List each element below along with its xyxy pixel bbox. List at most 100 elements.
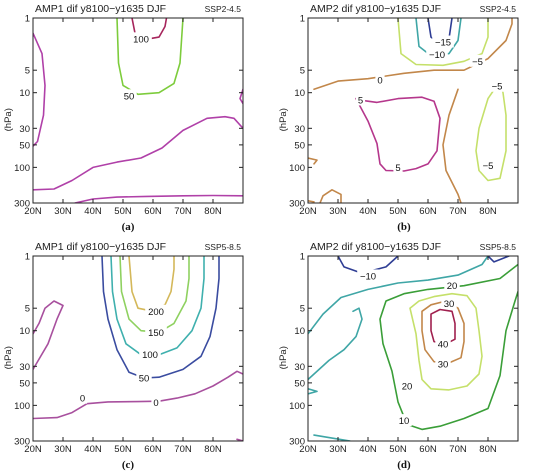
- contour-label: −15: [435, 38, 451, 49]
- y-tick-label: 100: [289, 401, 305, 412]
- y-tick-label: 300: [289, 437, 305, 448]
- contour-label: 100: [142, 350, 158, 361]
- x-tick-label: 80N: [479, 206, 497, 217]
- contour-line-0: [308, 157, 318, 165]
- contour-line-40: [430, 308, 456, 345]
- contour-label: −10: [360, 271, 376, 282]
- y-tick-label: 300: [289, 199, 305, 210]
- contour-label: 150: [148, 328, 164, 339]
- contour-label: 5: [358, 95, 363, 106]
- contour-label: 100: [133, 34, 149, 45]
- scenario-label: SSP5-8.5: [480, 242, 517, 252]
- contour-label: −10: [429, 50, 445, 61]
- y-tick-label: 50: [19, 140, 30, 151]
- x-tick-label: 60N: [144, 206, 162, 217]
- x-tick-label: 50N: [114, 206, 132, 217]
- y-tick-label: 5: [25, 304, 30, 315]
- contour-label-bg: [139, 348, 161, 361]
- contour-label-bg: [432, 35, 454, 48]
- panel-title: AMP1 dif y8100−y1635 DJF: [35, 241, 166, 253]
- contour-line-0: [33, 115, 243, 191]
- y-tick-label: 30: [19, 362, 30, 373]
- plot-frame: [32, 17, 244, 204]
- panel-c-plot: AMP1 dif y8100−y1635 DJF SSP5-8.520015010…: [3, 241, 244, 455]
- x-tick-label: 20N: [299, 444, 317, 455]
- contour-label: −5: [483, 161, 494, 172]
- contour-label: 30: [438, 360, 449, 371]
- contour-label-bg: [396, 414, 412, 427]
- y-tick-label: 30: [19, 124, 30, 135]
- x-tick-label: 30N: [329, 206, 347, 217]
- x-tick-label: 70N: [174, 206, 192, 217]
- plot-frame: [32, 255, 244, 442]
- contour-label: 200: [148, 307, 164, 318]
- contour-label: −5: [472, 57, 483, 68]
- x-tick-label: 60N: [419, 444, 437, 455]
- contour-label: 30: [444, 299, 455, 310]
- contour-label: 20: [447, 281, 458, 292]
- y-tick-label: 5: [25, 66, 30, 77]
- panel-b-plot: AMP2 dif y8100−y1635 DJF SSP2-4.5 −15−10 −5…: [278, 3, 519, 217]
- x-tick-label: 50N: [114, 444, 132, 455]
- panel-d: AMP2 dif y8100−y1635 DJF SSP5-8.5 −10 20 30 4…: [275, 238, 550, 476]
- contour-label-bg: [435, 357, 451, 370]
- panel-label: (c): [121, 459, 135, 471]
- contour-label-bg: [399, 379, 415, 392]
- x-tick-label: 80N: [479, 444, 497, 455]
- panel-label: (d): [397, 459, 411, 471]
- y-tick-label: 50: [294, 378, 305, 389]
- contour-line-50: [116, 18, 184, 96]
- y-tick-label: 1: [300, 14, 305, 25]
- y-axis-label: (hPa): [3, 346, 14, 369]
- y-tick-label: 100: [14, 163, 30, 174]
- x-tick-label: 40N: [359, 206, 377, 217]
- y-tick-label: 50: [19, 378, 30, 389]
- contour-line-0: [308, 388, 318, 395]
- y-axis-label: (hPa): [3, 108, 14, 131]
- x-tick-label: 40N: [359, 444, 377, 455]
- panel-title: AMP2 dif y8100−y1635 DJF: [310, 241, 441, 253]
- contour-label-bg: [435, 337, 451, 350]
- contour-line-0: [33, 32, 46, 147]
- y-tick-label: 10: [294, 88, 305, 99]
- y-tick-label: 10: [19, 88, 30, 99]
- panel-title: AMP2 dif y8100−y1635 DJF: [310, 3, 441, 15]
- contour-label: 50: [139, 373, 150, 384]
- panel-d-plot: AMP2 dif y8100−y1635 DJF SSP5-8.5 −10 20 30 4…: [278, 241, 519, 455]
- contour-label-bg: [357, 269, 379, 282]
- contour-label: 0: [80, 394, 85, 405]
- panel-title: AMP1 dif y8100−y1635 DJF: [35, 3, 166, 15]
- contour-group: [33, 256, 243, 441]
- y-tick-label: 1: [25, 14, 30, 25]
- panel-c: AMP1 dif y8100−y1635 DJF SSP5-8.5 200 150 10…: [0, 238, 275, 476]
- y-tick-label: 300: [14, 437, 30, 448]
- contour-label-bg: [426, 48, 448, 61]
- contour-line-10: [379, 263, 518, 431]
- contour-group: [308, 256, 518, 441]
- scenario-label: SSP2-4.5: [205, 4, 242, 14]
- contour-label: 0: [377, 76, 382, 87]
- contour-line-0: [442, 88, 462, 203]
- y-tick-label: 10: [294, 326, 305, 337]
- contour-label-bg: [375, 73, 385, 86]
- x-tick-label: 30N: [329, 444, 347, 455]
- contour-line-0: [308, 307, 363, 381]
- scenario-label: SSP2-4.5: [480, 4, 517, 14]
- panel-label: (b): [397, 221, 411, 233]
- x-tick-label: 20N: [24, 206, 42, 217]
- panel-a-plot: AMP1 dif y8100−y1635 DJF SSP2-4.5 100 50 20N…: [3, 3, 244, 217]
- x-tick-label: 80N: [204, 444, 222, 455]
- x-tick-label: 70N: [449, 206, 467, 217]
- y-tick-label: 50: [294, 140, 305, 151]
- contour-label: −5: [492, 82, 503, 93]
- x-tick-label: 60N: [144, 444, 162, 455]
- contour-line-0: [33, 300, 64, 371]
- contour-label-bg: [130, 32, 152, 45]
- contour-label-bg: [480, 159, 496, 172]
- contour-line-20: [409, 292, 483, 391]
- x-tick-label: 40N: [84, 444, 102, 455]
- contour-line-50: [101, 256, 220, 379]
- y-tick-label: 5: [300, 66, 305, 77]
- contour-label-bg: [489, 79, 505, 92]
- contour-label-bg: [77, 391, 88, 404]
